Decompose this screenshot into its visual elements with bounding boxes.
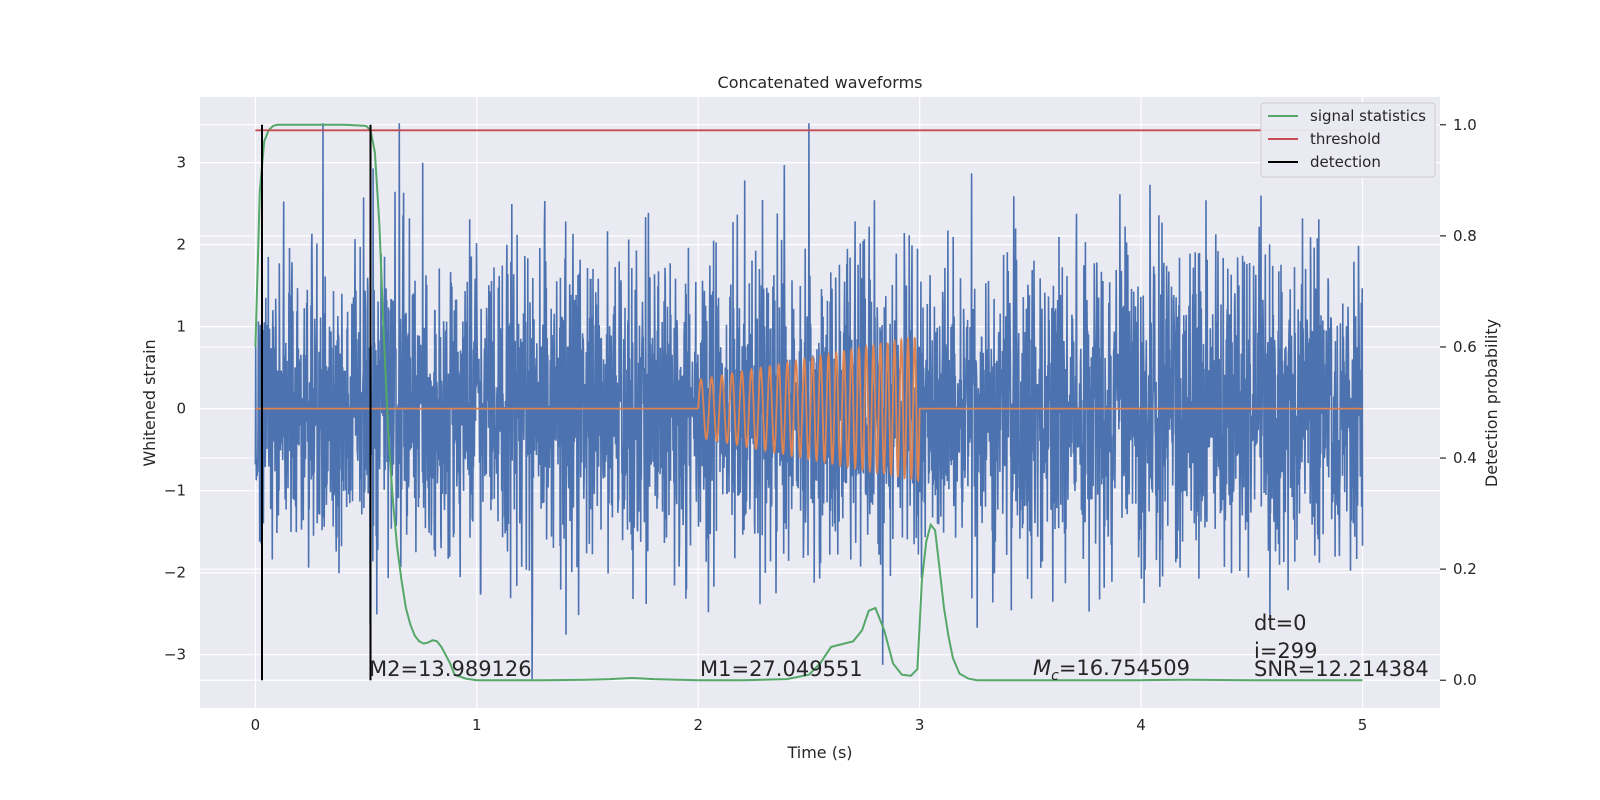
y-left-tick-label: 2	[176, 236, 186, 254]
annotation-snr: SNR=12.214384	[1254, 657, 1429, 681]
annotation-i: i=299	[1254, 639, 1318, 663]
x-tick-label: 3	[915, 716, 925, 734]
y-right-tick-label: 0.2	[1453, 560, 1477, 578]
legend-box	[1260, 102, 1436, 178]
legend-label-signal-statistics: signal statistics	[1310, 107, 1426, 125]
annotation-mc-symbol: M	[1033, 656, 1051, 680]
y-right-tick-label: 1.0	[1453, 116, 1477, 134]
noise-series-line	[254, 123, 1364, 680]
y-right-axis-label: Detection probability	[1482, 319, 1501, 487]
chart-title: Concatenated waveforms	[718, 73, 923, 92]
x-axis-label: Time (s)	[786, 743, 852, 762]
annotation-dt: dt=0	[1254, 611, 1307, 635]
y-left-axis-label: Whitened strain	[140, 339, 159, 466]
y-left-tick-label: 0	[176, 400, 186, 418]
annotation-m2: M2=13.989126	[369, 657, 532, 681]
template-series-line	[255, 336, 1363, 483]
y-left-tick-label: −1	[164, 482, 186, 500]
x-tick-label: 4	[1136, 716, 1146, 734]
x-tick-label: 1	[472, 716, 482, 734]
y-left-tick-label: −3	[164, 646, 186, 664]
x-tick-label: 2	[693, 716, 703, 734]
annotation-mc: Mc=16.754509	[1033, 656, 1190, 684]
y-right-tick-label: 0.6	[1453, 338, 1477, 356]
y-right-tick-label: 0.0	[1453, 671, 1477, 689]
x-tick-label: 5	[1358, 716, 1368, 734]
x-tick-label: 0	[251, 716, 261, 734]
annotation-m1: M1=27.049551	[700, 657, 863, 681]
x-axis-ticks: 0 1 2 3 4 5	[251, 716, 1368, 734]
y-left-axis-ticks: −3 −2 −1 0 1 2 3	[164, 154, 186, 664]
y-left-tick-label: 3	[176, 154, 186, 172]
y-right-tick-label: 0.4	[1453, 449, 1477, 467]
annotation-mc-value: =16.754509	[1059, 656, 1190, 680]
y-right-tick-label: 0.8	[1453, 227, 1477, 245]
signal-statistics-line	[254, 123, 1363, 682]
y-right-axis-ticks: 0.0 0.2 0.4 0.6 0.8 1.0	[1440, 116, 1477, 689]
legend-label-threshold: threshold	[1310, 130, 1381, 148]
y-left-tick-label: −2	[164, 564, 186, 582]
y-left-tick-label: 1	[176, 318, 186, 336]
legend-label-detection: detection	[1310, 153, 1381, 171]
legend: signal statistics threshold detection	[1260, 102, 1436, 178]
annotation-mc-subscript: c	[1051, 668, 1059, 684]
detection-lines	[261, 124, 372, 681]
